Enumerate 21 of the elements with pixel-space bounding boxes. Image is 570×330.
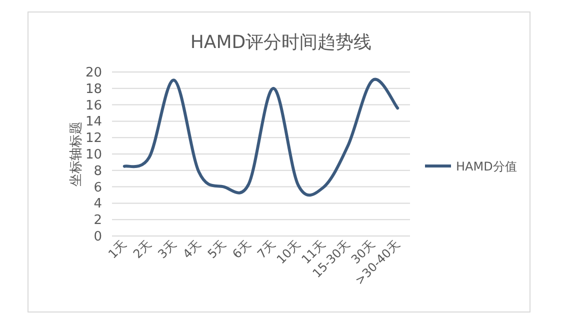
y-tick-label: 10 xyxy=(85,148,102,162)
x-tick-label: 1天 xyxy=(106,237,130,262)
y-tick-label: 6 xyxy=(94,180,102,196)
y-tick-label: 16 xyxy=(85,98,102,114)
y-tick-label: 20 xyxy=(85,66,102,80)
y-tick-label: 0 xyxy=(94,230,102,244)
legend-label: HAMD分值 xyxy=(456,160,517,174)
x-tick-label: 4天 xyxy=(180,237,204,262)
x-tick-label: 5天 xyxy=(204,237,229,262)
y-tick-label: 12 xyxy=(85,131,102,146)
x-tick-label: 7天 xyxy=(254,237,278,262)
y-tick-label: 18 xyxy=(85,82,102,97)
y-tick-label: 2 xyxy=(94,213,102,228)
x-tick-label: 6天 xyxy=(230,237,254,262)
y-tick-label: 4 xyxy=(94,196,102,212)
x-tick-label: 3天 xyxy=(155,237,180,262)
y-axis-title: 坐标轴标题 xyxy=(69,122,84,186)
y-tick-label: 8 xyxy=(94,164,102,179)
x-tick-label: 2天 xyxy=(130,237,154,262)
chart-title: HAMD评分时间趋势线 xyxy=(190,32,372,53)
y-tick-label: 14 xyxy=(85,114,102,130)
